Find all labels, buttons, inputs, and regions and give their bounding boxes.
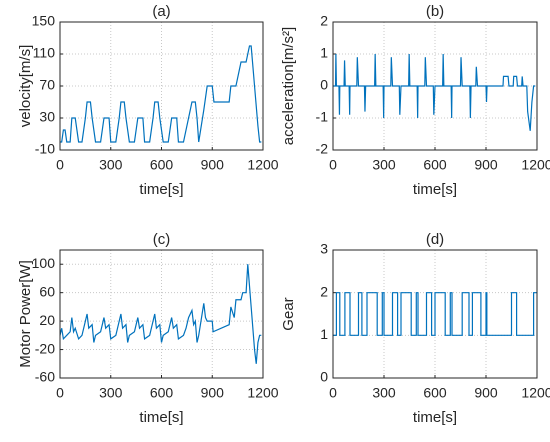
- x-axis-label: time[s]: [139, 409, 183, 426]
- y-tick-label: 60: [39, 283, 55, 299]
- x-tick-label: 600: [423, 385, 447, 401]
- y-tick-label: 20: [39, 312, 55, 328]
- y-tick-label: -10: [35, 141, 55, 157]
- data-line: [333, 53, 536, 131]
- y-tick-label: 0: [320, 369, 328, 385]
- panel-title: (a): [152, 3, 170, 20]
- x-tick-label: 0: [329, 157, 337, 173]
- data-line: [59, 264, 262, 364]
- y-tick-label: -20: [35, 340, 55, 356]
- data-line: [333, 292, 537, 336]
- x-axis-label: time[s]: [413, 181, 457, 198]
- y-tick-label: 110: [33, 45, 56, 61]
- y-tick-label: 30: [39, 109, 55, 125]
- axes-box: [332, 21, 538, 151]
- x-tick-label: 300: [99, 157, 123, 173]
- x-tick-label: 300: [372, 157, 396, 173]
- x-tick-label: 1200: [521, 385, 550, 401]
- x-tick-label: 600: [150, 385, 174, 401]
- x-tick-label: 1200: [247, 157, 278, 173]
- x-tick-label: 0: [56, 385, 64, 401]
- y-tick-label: 70: [39, 77, 55, 93]
- y-tick-label: -1: [316, 109, 329, 125]
- y-tick-label: 1: [320, 45, 328, 61]
- data-line: [60, 45, 262, 143]
- y-tick-label: 1: [320, 326, 328, 342]
- x-tick-label: 600: [423, 157, 447, 173]
- axes-box: [332, 249, 538, 379]
- y-tick-label: 2: [320, 13, 328, 29]
- panel-title: (d): [426, 231, 444, 248]
- axes-box: [59, 249, 264, 379]
- x-axis-label: time[s]: [139, 181, 183, 198]
- x-tick-label: 900: [474, 157, 498, 173]
- x-tick-label: 900: [201, 385, 225, 401]
- panel-title: (c): [153, 231, 171, 248]
- y-tick-label: 3: [320, 241, 328, 257]
- x-tick-label: 1200: [521, 157, 550, 173]
- x-tick-label: 600: [150, 157, 174, 173]
- y-tick-label: -60: [35, 369, 55, 385]
- x-tick-label: 300: [99, 385, 123, 401]
- x-tick-label: 300: [372, 385, 396, 401]
- x-tick-label: 900: [474, 385, 498, 401]
- panel-title: (b): [426, 3, 444, 20]
- y-tick-label: -2: [316, 141, 329, 157]
- y-tick-label: 0: [320, 77, 328, 93]
- y-tick-label: 150: [32, 13, 56, 29]
- y-tick-label: 100: [32, 255, 56, 271]
- y-axis-label: Motor Power[W]: [17, 260, 34, 368]
- x-tick-label: 0: [329, 385, 337, 401]
- y-axis-label: velocity[m/s]: [17, 45, 34, 128]
- y-tick-label: 2: [320, 283, 328, 299]
- x-tick-label: 900: [201, 157, 225, 173]
- x-axis-label: time[s]: [413, 409, 457, 426]
- y-axis-label: acceleration[m/s²]: [280, 27, 297, 145]
- x-tick-label: 1200: [247, 385, 278, 401]
- x-tick-label: 0: [56, 157, 64, 173]
- y-axis-label: Gear: [280, 297, 297, 330]
- axes-box: [59, 21, 264, 151]
